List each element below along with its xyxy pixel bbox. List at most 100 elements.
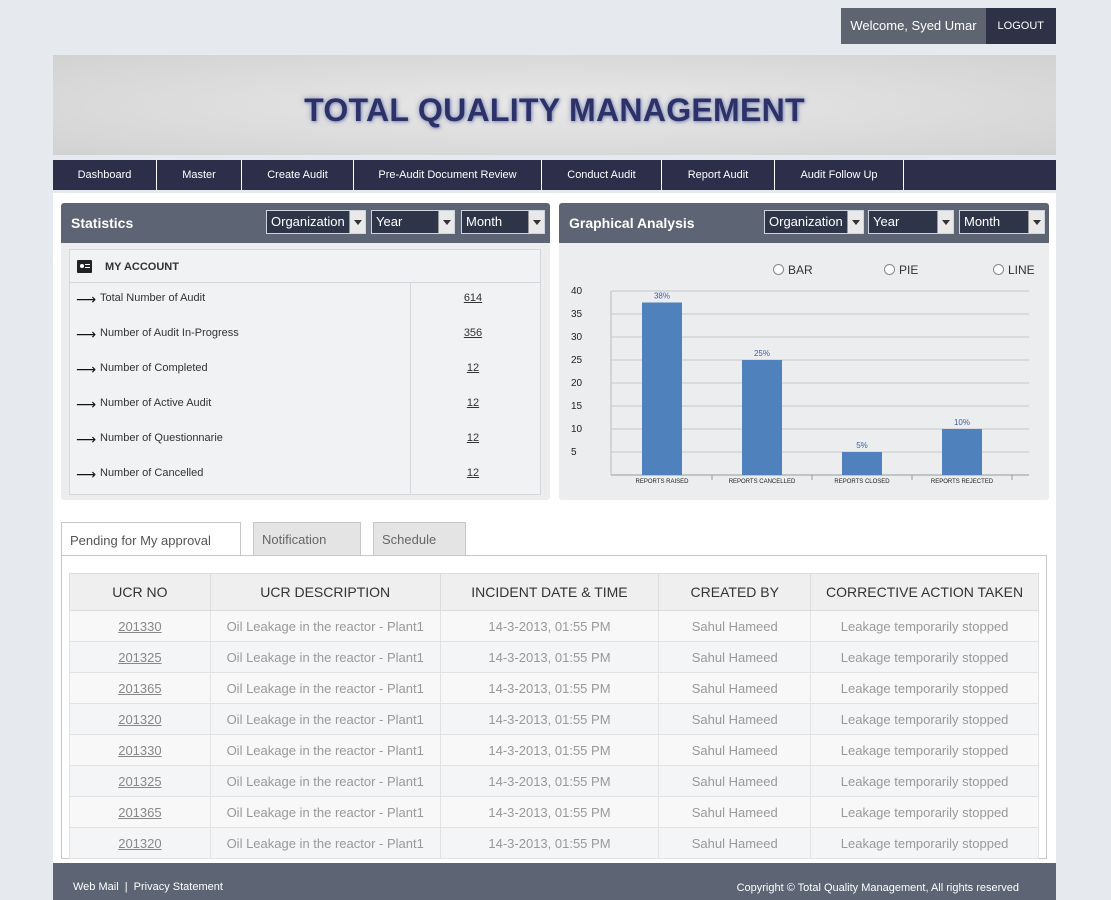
privacy-statement-link[interactable]: Privacy Statement <box>133 881 223 893</box>
bar-radio[interactable]: BAR <box>773 263 813 277</box>
ucr-no-cell[interactable]: 201330 <box>69 610 211 642</box>
chevron-down-icon <box>937 211 953 233</box>
statistics-year-select[interactable]: Year <box>371 210 455 234</box>
column-header-ucr-description: UCR DESCRIPTION <box>209 573 441 611</box>
select-value: Year <box>376 214 403 229</box>
copyright-text: Copyright © Total Quality Management, Al… <box>736 882 1019 894</box>
tab-pending-approval[interactable]: Pending for My approval (10) <box>61 522 241 584</box>
table-header-row: UCR NO UCR DESCRIPTION INCIDENT DATE & T… <box>69 573 1039 611</box>
account-row-label: Number of Audit In-Progress <box>100 327 239 339</box>
ucr-description-cell: Oil Leakage in the reactor - Plant1 <box>209 827 441 859</box>
corrective-action-cell: Leakage temporarily stopped <box>810 796 1039 828</box>
account-row-value[interactable]: 12 <box>466 362 480 374</box>
account-row-value[interactable]: 12 <box>466 432 480 444</box>
radio-circle-icon <box>884 264 895 275</box>
ucr-description-cell: Oil Leakage in the reactor - Plant1 <box>209 703 441 735</box>
statistics-title: Statistics <box>71 215 134 231</box>
arrow-right-icon: ⟶ <box>76 396 97 412</box>
bar-chart: 5 10 15 20 25 30 35 40 38% REPORTS RAISED 25% REPOR… <box>571 286 1029 485</box>
logout-button[interactable]: LOGOUT <box>985 8 1056 44</box>
account-row-label: Number of Active Audit <box>100 397 212 409</box>
table-row: 201365 Oil Leakage in the reactor - Plant… <box>69 672 1039 704</box>
ucr-no-cell[interactable]: 201325 <box>69 765 211 797</box>
my-account-header: MY ACCOUNT <box>70 250 540 283</box>
account-row-value[interactable]: 356 <box>463 327 483 339</box>
y-tick-label: 10 <box>571 424 583 435</box>
x-tick-label: REPORTS CANCELLED <box>729 479 796 485</box>
web-mail-link[interactable]: Web Mail <box>73 881 119 893</box>
created-by-cell: Sahul Hameed <box>658 765 812 797</box>
statistics-organization-select[interactable]: Organization <box>266 210 366 234</box>
bar-radio-label: BAR <box>788 263 813 277</box>
ucr-no-cell[interactable]: 201365 <box>69 672 211 704</box>
graph-month-select[interactable]: Month <box>959 210 1045 234</box>
y-tick-label: 15 <box>571 401 583 412</box>
line-radio-label: LINE <box>1008 263 1035 277</box>
pie-radio-label: PIE <box>899 263 919 277</box>
select-value: Organization <box>769 214 843 229</box>
nav-create-audit[interactable]: Create Audit <box>242 160 354 190</box>
nav-conduct-audit[interactable]: Conduct Audit <box>542 160 662 190</box>
arrow-right-icon: ⟶ <box>76 466 97 482</box>
bar <box>742 360 782 475</box>
user-bar: Welcome, Syed Umar LOGOUT <box>841 8 1056 44</box>
table-row: 201330 Oil Leakage in the reactor - Plant… <box>69 610 1039 642</box>
contact-card-icon <box>77 260 92 273</box>
chevron-down-icon <box>528 211 544 233</box>
created-by-cell: Sahul Hameed <box>658 734 812 766</box>
ucr-description-cell: Oil Leakage in the reactor - Plant1 <box>209 765 441 797</box>
y-tick-label: 30 <box>571 332 583 343</box>
nav-master[interactable]: Master <box>157 160 242 190</box>
nav-audit-follow-up[interactable]: Audit Follow Up <box>775 160 904 190</box>
main-content: Statistics Organization Year Month MY AC… <box>53 193 1056 863</box>
incident-date-cell: 14-3-2013, 01:55 PM <box>439 703 660 735</box>
chevron-down-icon <box>438 211 454 233</box>
account-row-label: Number of Cancelled <box>100 467 204 479</box>
ucr-no-cell[interactable]: 201325 <box>69 641 211 673</box>
ucr-no-cell[interactable]: 201330 <box>69 734 211 766</box>
nav-pre-audit-review[interactable]: Pre-Audit Document Review <box>354 160 542 190</box>
ucr-no-cell[interactable]: 201365 <box>69 796 211 828</box>
account-row: ⟶ Number of Cancelled 12 <box>70 458 540 493</box>
my-account-title: MY ACCOUNT <box>105 261 179 273</box>
y-tick-label: 25 <box>571 355 583 366</box>
account-row-label: Number of Questionnarie <box>100 432 223 444</box>
incident-date-cell: 14-3-2013, 01:55 PM <box>439 610 660 642</box>
bar <box>942 429 982 475</box>
tab-schedule[interactable]: Schedule (12) <box>373 522 466 581</box>
graph-organization-select[interactable]: Organization <box>764 210 864 234</box>
created-by-cell: Sahul Hameed <box>658 796 812 828</box>
corrective-action-cell: Leakage temporarily stopped <box>810 827 1039 859</box>
ucr-no-cell[interactable]: 201320 <box>69 827 211 859</box>
account-row-value[interactable]: 12 <box>466 467 480 479</box>
pie-radio[interactable]: PIE <box>884 263 918 277</box>
my-account-box: MY ACCOUNT ⟶ Total Number of Audit 614 ⟶… <box>69 249 541 495</box>
statistics-month-select[interactable]: Month <box>461 210 545 234</box>
line-radio[interactable]: LINE <box>993 263 1035 277</box>
graph-year-select[interactable]: Year <box>868 210 954 234</box>
nav-report-audit[interactable]: Report Audit <box>662 160 775 190</box>
tab-notification[interactable]: Notification (15) <box>253 522 361 581</box>
corrective-action-cell: Leakage temporarily stopped <box>810 703 1039 735</box>
x-tick-label: REPORTS RAISED <box>636 479 690 485</box>
data-label: 38% <box>654 292 670 301</box>
column-header-created-by: CREATED BY <box>658 573 812 611</box>
ucr-no-cell[interactable]: 201320 <box>69 703 211 735</box>
arrow-right-icon: ⟶ <box>76 361 97 377</box>
select-value: Month <box>466 214 503 229</box>
arrow-right-icon: ⟶ <box>76 326 97 342</box>
created-by-cell: Sahul Hameed <box>658 610 812 642</box>
incident-date-cell: 14-3-2013, 01:55 PM <box>439 734 660 766</box>
chevron-down-icon <box>847 211 863 233</box>
table-row: 201325 Oil Leakage in the reactor - Plant… <box>69 765 1039 797</box>
account-row-value[interactable]: 12 <box>466 397 480 409</box>
created-by-cell: Sahul Hameed <box>658 641 812 673</box>
nav-dashboard[interactable]: Dashboard <box>53 160 157 190</box>
radio-circle-icon <box>993 264 1004 275</box>
x-tick-label: REPORTS REJECTED <box>931 479 994 485</box>
column-header-ucr-no: UCR NO <box>69 573 211 611</box>
account-row-value[interactable]: 614 <box>463 292 483 304</box>
welcome-text: Welcome, Syed Umar <box>841 8 986 44</box>
table-row: 201365 Oil Leakage in the reactor - Plant… <box>69 796 1039 828</box>
y-tick-label: 5 <box>571 447 577 458</box>
